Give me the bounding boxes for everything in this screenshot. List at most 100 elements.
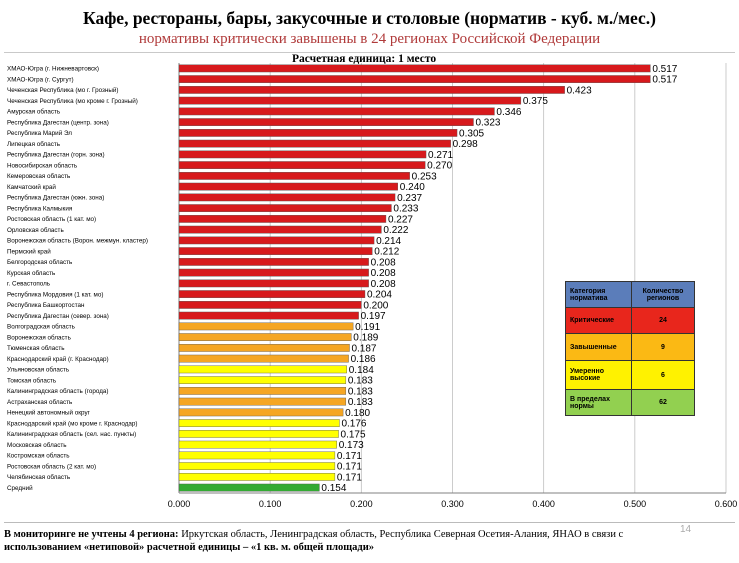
category-label: Ростовская область (1 кат. мо) [7,215,96,223]
legend-row-critical: Критические 24 [565,307,695,334]
category-label: ХМАО-Югра (г. Сургут) [7,76,74,83]
bar [178,354,349,363]
value-label: 0.271 [428,150,453,161]
category-label: Курская область [7,269,56,277]
value-label: 0.214 [376,236,401,247]
category-label: Новосибирская область [7,161,78,169]
legend-header-category: Категория норматива [565,281,632,308]
bar [178,408,344,417]
category-label: Кемеровская область [7,172,71,180]
bar [178,387,347,395]
footer-text: Иркутская область, Ленинградская область… [178,529,624,540]
bar [178,344,350,352]
value-label: 0.208 [371,257,396,268]
value-label: 0.200 [363,300,388,311]
bar [178,204,392,212]
value-label: 0.517 [652,64,677,75]
bar [178,225,382,234]
value-label: 0.222 [383,225,408,236]
bar [178,440,337,449]
value-label: 0.346 [496,107,521,118]
legend-row-moderate: Умеренно высокие 6 [565,360,695,390]
bar [178,301,362,309]
bar [178,172,410,180]
category-label: Чеченская Республика (мо кроме г. Грозны… [7,97,138,105]
category-label: Краснодарский край (мо кроме г. Краснода… [7,419,138,427]
category-label: Астраханская область [7,398,73,406]
category-label: Воронежская область (Ворон. межмун. клас… [7,237,148,245]
x-tick-label: 0.000 [168,499,191,509]
footer-bold-prefix: В мониторинге не учтены 4 региона: [4,529,179,540]
bar [178,419,340,427]
bar [178,107,495,116]
legend-row-high: Завышенные 9 [565,333,695,361]
bar [178,397,347,406]
category-label: Краснодарский край (г. Краснодар) [7,355,109,363]
value-label: 0.189 [353,333,378,344]
bar [178,129,458,137]
legend-count: 62 [631,389,695,416]
value-label: 0.171 [337,472,362,483]
value-label: 0.176 [341,419,366,430]
bar [178,96,522,105]
page-title: Кафе, рестораны, бары, закусочные и стол… [82,8,657,28]
bar-chart: 0.000 0.100 0.200 0.300 0.400 0.500 0.600 ХМАО-… [7,63,738,509]
bar [178,462,336,470]
value-label: 0.240 [400,182,425,193]
legend-label: В пределах нормы [565,389,632,416]
bar [178,483,320,492]
value-label: 0.186 [351,354,376,365]
category-label: Томская область [7,376,57,384]
category-label: Ростовская область (2 кат. мо) [7,462,96,470]
bar [178,322,354,331]
value-label: 0.208 [371,268,396,279]
bar [178,182,399,191]
legend-count: 9 [631,333,695,361]
value-label: 0.237 [397,193,422,204]
bar [178,376,347,384]
category-label: Воронежская область [7,333,72,341]
bar [178,279,369,288]
category-label: Липецкая область [7,140,61,148]
bar [178,365,347,374]
legend-table: Категория норматива Количество регионов … [565,281,695,416]
bar [178,64,651,73]
category-label: Белгородская область [7,258,73,266]
category-label: Средний [7,484,33,492]
bar [178,333,352,341]
category-label: Республика Дагестан (центр. зона) [7,118,109,126]
footer-bold-line2: использованием «нетиповой» расчетной еди… [4,542,374,553]
value-label: 0.212 [374,247,399,258]
unit-label: Расчетная единица: 1 место [292,53,437,65]
bar [178,215,387,223]
value-label: 0.171 [337,451,362,462]
bar [178,161,426,169]
x-tick-label: 0.600 [715,499,738,509]
category-label: Волгоградская область [7,323,76,331]
value-label: 0.323 [475,118,500,129]
category-label: Республика Дагестан (горн. зона) [7,151,105,159]
bar [178,236,375,245]
bar [178,86,565,94]
legend-row-normal: В пределах нормы 62 [565,389,695,416]
bar [178,430,339,438]
category-label: ХМАО-Югра (г. Нижневартовск) [7,66,99,73]
category-label: Пермский край [7,247,51,255]
category-label: Челябинская область [7,473,71,481]
legend-header-row: Категория норматива Количество регионов [565,281,695,308]
category-label: Московская область [7,441,67,449]
category-label: Республика Дагестан (север. зона) [7,312,109,320]
value-label: 0.375 [523,96,548,107]
category-label: Калининградская область (сел. нас. пункт… [7,430,136,438]
category-label: Амурская область [7,108,61,116]
value-label: 0.184 [349,365,374,376]
value-label: 0.517 [652,75,677,86]
value-label: 0.253 [412,171,437,182]
x-tick-label: 0.100 [259,499,282,509]
bar [178,473,336,481]
category-label: Ульяновская область [7,366,70,374]
header-divider [4,52,735,53]
category-label: Чеченская Республика (мо г. Грозный) [7,86,119,94]
value-label: 0.298 [453,139,478,150]
category-label: Республика Башкортостан [7,301,85,309]
